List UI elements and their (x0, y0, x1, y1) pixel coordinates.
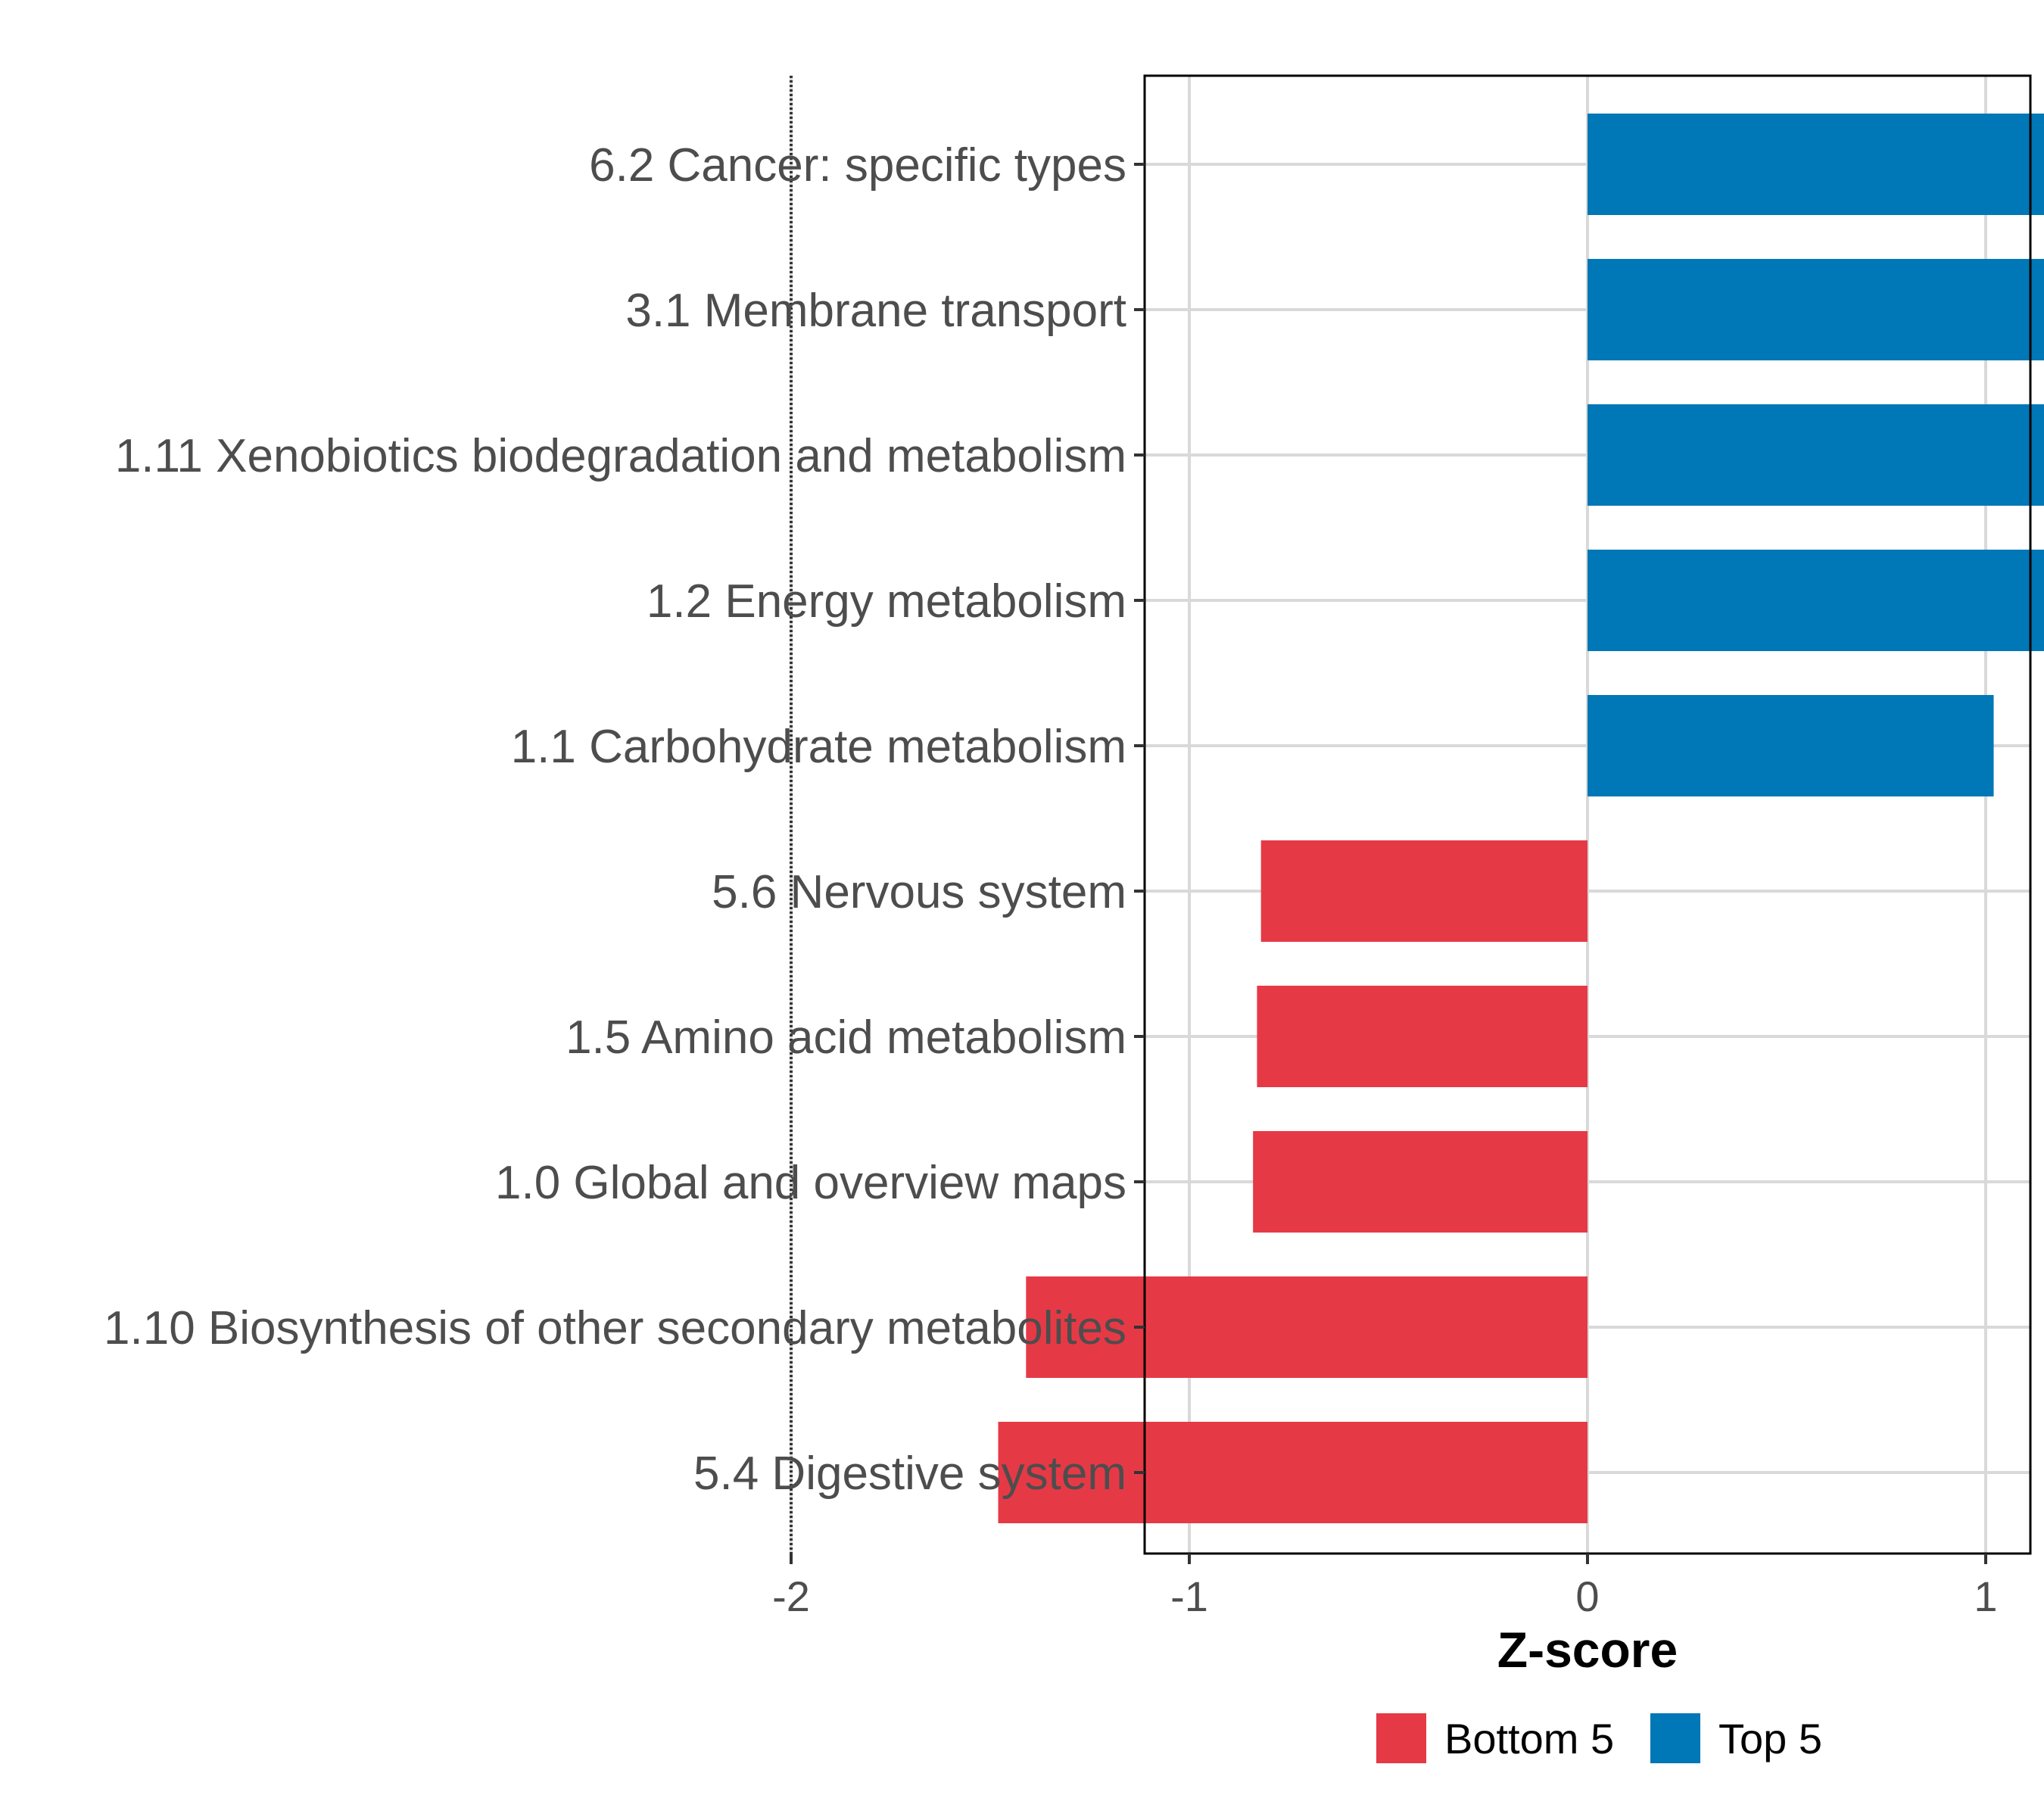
category-label: 6.2 Cancer: specific types (589, 139, 1126, 192)
bar (1253, 1131, 1588, 1233)
bar (1588, 695, 1994, 796)
bar (1260, 840, 1588, 942)
bar (1588, 550, 2044, 651)
category-label: 1.1 Carbohydrate metabolism (511, 721, 1126, 773)
bar (1257, 986, 1588, 1087)
y-axis-ticks: 6.2 Cancer: specific types 3.1 Membrane t… (104, 139, 1145, 1500)
category-label: 1.5 Amino acid metabolism (566, 1011, 1126, 1064)
category-label: 5.6 Nervous system (712, 866, 1126, 918)
category-label: 1.11 Xenobiotics biodegradation and meta… (115, 430, 1126, 482)
category-label: 1.0 Global and overview maps (495, 1157, 1126, 1209)
bar (1588, 114, 2044, 215)
bar (1588, 404, 2044, 506)
legend: Bottom 5 Top 5 (1376, 1713, 1822, 1763)
x-axis-title: Z-score (1497, 1622, 1678, 1678)
bar (998, 1422, 1588, 1523)
category-label: 1.10 Biosynthesis of other secondary met… (104, 1302, 1126, 1354)
category-label: 1.2 Energy metabolism (647, 575, 1126, 628)
category-label: 3.1 Membrane transport (625, 285, 1126, 337)
reference-lines (790, 76, 793, 1554)
x-axis-ticks: -2-1012 (772, 1554, 1998, 1620)
legend-key (1650, 1713, 1700, 1763)
legend-key (1376, 1713, 1426, 1763)
category-label: 5.4 Digestive system (693, 1448, 1126, 1500)
bar (1588, 259, 2044, 360)
bar (1026, 1276, 1588, 1378)
x-tick-label: -2 (772, 1572, 810, 1620)
bars (998, 114, 2044, 1523)
legend-label: Bottom 5 (1444, 1715, 1614, 1762)
legend-label: Top 5 (1718, 1715, 1822, 1762)
x-tick-label: 0 (1575, 1572, 1599, 1620)
x-tick-label: 1 (1974, 1572, 1997, 1620)
x-tick-label: -1 (1170, 1572, 1208, 1620)
